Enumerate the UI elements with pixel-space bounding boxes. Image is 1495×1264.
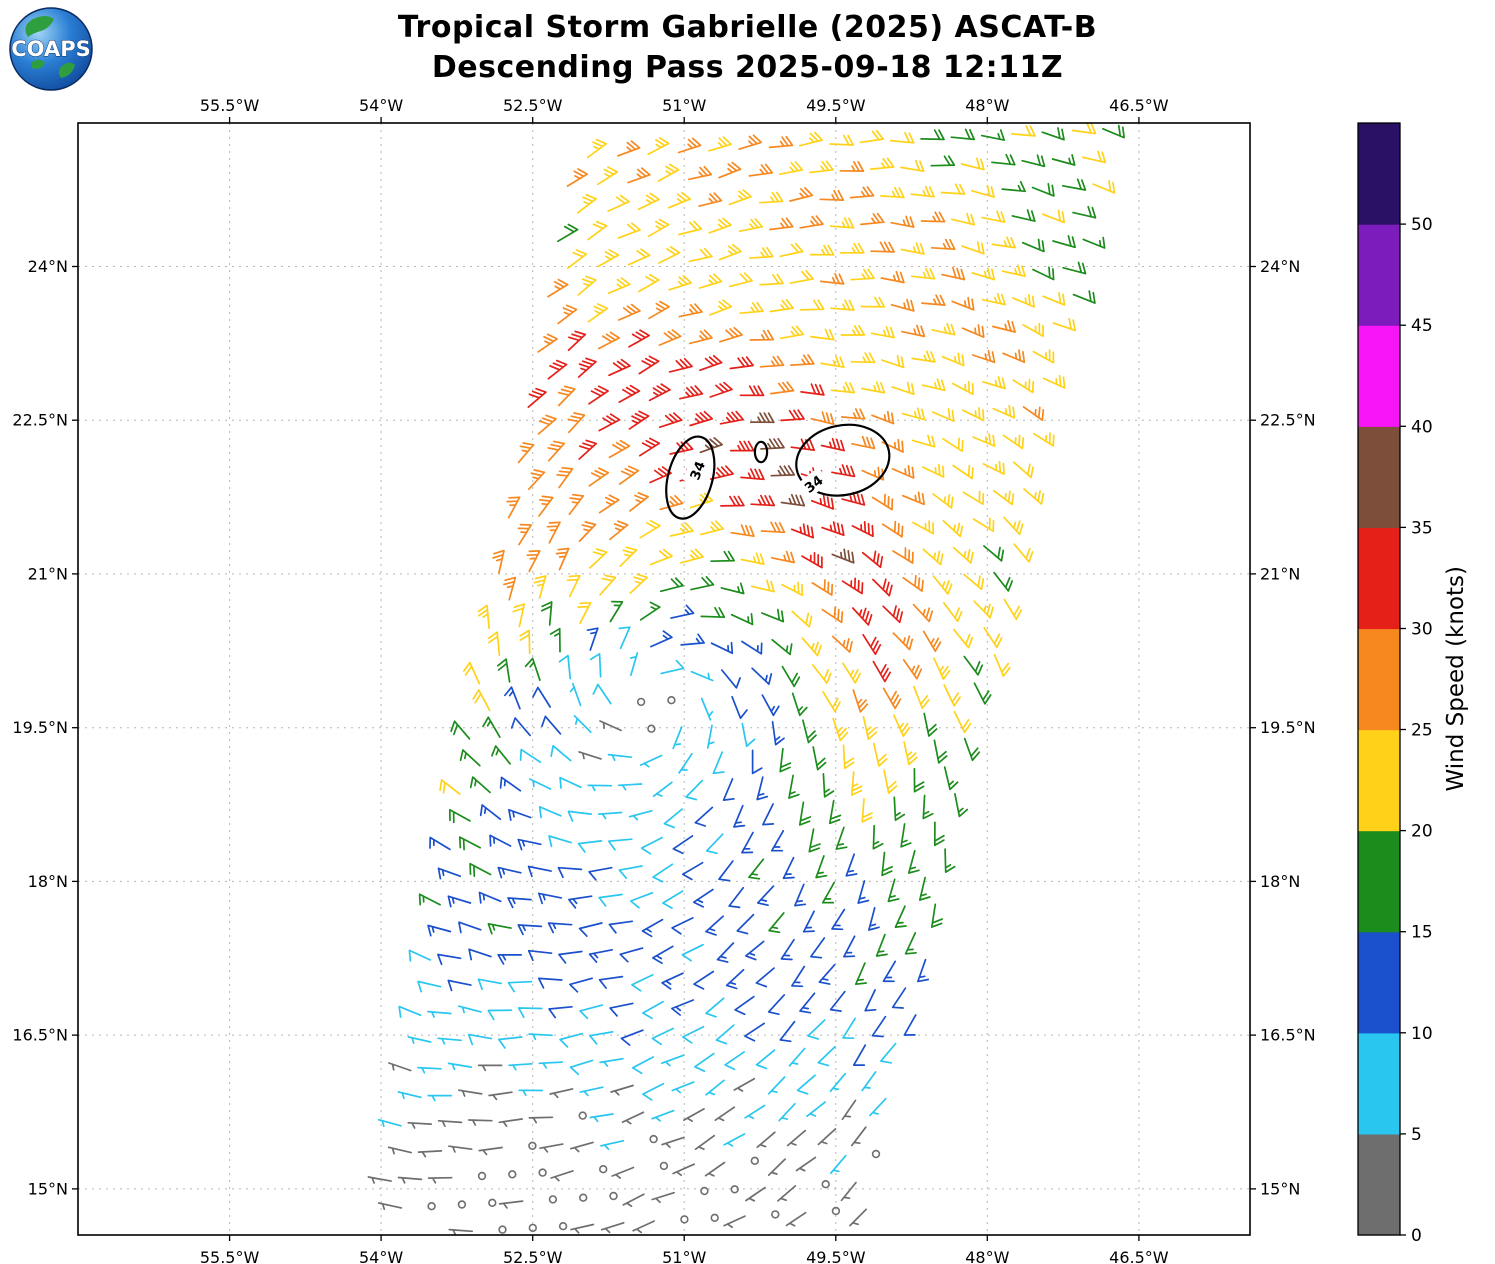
svg-text:52.5°W: 52.5°W (503, 96, 563, 115)
colorbar: 0 5 10 15 20 25 30 35 40 45 50 (1357, 122, 1433, 1246)
axes: 55.5°W 55.5°W 54°W 54°W 52.5°W 52.5°W 51°W 51°W… (12, 96, 1315, 1264)
title-block: Tropical Storm Gabrielle (2025) ASCAT-B … (0, 8, 1495, 88)
svg-text:21°N: 21°N (1260, 564, 1300, 583)
svg-text:5: 5 (1411, 1125, 1422, 1145)
svg-text:46.5°W: 46.5°W (1109, 1248, 1169, 1264)
svg-text:15°N: 15°N (1260, 1179, 1300, 1198)
colorbar-label-wrap: Wind Speed (knots) (1430, 123, 1482, 1235)
svg-text:46.5°W: 46.5°W (1109, 96, 1169, 115)
svg-text:51°W: 51°W (662, 96, 706, 115)
svg-text:19.5°N: 19.5°N (1260, 718, 1316, 737)
logo-continent (58, 62, 75, 78)
chart-subtitle: Descending Pass 2025-09-18 12:11Z (431, 50, 1064, 85)
svg-text:49.5°W: 49.5°W (806, 1248, 866, 1264)
svg-text:10: 10 (1411, 1024, 1433, 1044)
svg-text:51°W: 51°W (662, 1248, 706, 1264)
colorbar-label: Wind Speed (knots) (1443, 566, 1469, 792)
coaps-logo: COAPS (8, 6, 94, 92)
svg-text:48°W: 48°W (965, 96, 1009, 115)
svg-text:21°N: 21°N (28, 564, 68, 583)
svg-text:30: 30 (1411, 620, 1433, 640)
svg-text:22.5°N: 22.5°N (12, 411, 68, 430)
svg-text:49.5°W: 49.5°W (806, 96, 866, 115)
svg-text:24°N: 24°N (28, 257, 68, 276)
svg-text:55.5°W: 55.5°W (200, 1248, 260, 1264)
svg-text:16.5°N: 16.5°N (12, 1026, 68, 1045)
coaps-logo-text: COAPS (11, 37, 90, 61)
logo-continent (32, 59, 45, 69)
svg-text:0: 0 (1411, 1226, 1422, 1246)
coaps-logo-svg: COAPS (9, 7, 93, 91)
svg-text:22.5°N: 22.5°N (1260, 411, 1316, 430)
svg-text:55.5°W: 55.5°W (200, 96, 260, 115)
svg-text:18°N: 18°N (28, 872, 68, 891)
logo-continent (25, 16, 54, 37)
wind-barbs-layer (367, 123, 1125, 1235)
svg-text:18°N: 18°N (1260, 872, 1300, 891)
svg-text:50: 50 (1411, 215, 1433, 235)
svg-text:34: 34 (687, 459, 709, 482)
svg-text:19.5°N: 19.5°N (12, 718, 68, 737)
svg-text:15: 15 (1411, 923, 1433, 943)
svg-text:45: 45 (1411, 316, 1433, 336)
grid-lines (78, 123, 1250, 1235)
svg-text:54°W: 54°W (359, 96, 403, 115)
svg-text:40: 40 (1411, 417, 1433, 437)
svg-text:24°N: 24°N (1260, 257, 1300, 276)
svg-text:52.5°W: 52.5°W (503, 1248, 563, 1264)
svg-text:48°W: 48°W (965, 1248, 1009, 1264)
svg-text:35: 35 (1411, 518, 1433, 538)
contour-label: 34 (682, 453, 711, 487)
svg-text:54°W: 54°W (359, 1248, 403, 1264)
svg-text:25: 25 (1411, 721, 1433, 741)
chart-title: Tropical Storm Gabrielle (2025) ASCAT-B (397, 10, 1098, 45)
svg-text:20: 20 (1411, 822, 1433, 842)
svg-text:15°N: 15°N (28, 1179, 68, 1198)
svg-text:16.5°N: 16.5°N (1260, 1026, 1316, 1045)
